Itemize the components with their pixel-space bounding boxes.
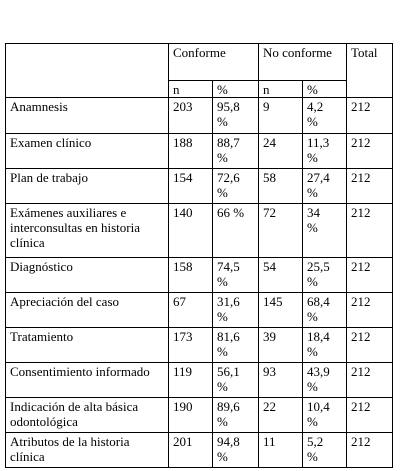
total: 212 bbox=[346, 292, 394, 328]
row-label: Plan de trabajo bbox=[5, 168, 169, 204]
pct-no-conforme: 27,4 % bbox=[301, 168, 348, 204]
header-cell: n bbox=[168, 80, 213, 98]
header-cell: % bbox=[301, 80, 348, 98]
header-cell: n bbox=[258, 80, 303, 98]
data-row: Apreciación del caso 67 31,6 % 145 68,4 % 212 bbox=[5, 292, 394, 328]
pct-conforme: 95,8 % bbox=[212, 97, 259, 134]
row-label: Examen clínico bbox=[5, 133, 169, 169]
n-no-conforme: 39 bbox=[258, 327, 303, 363]
pct-no-conforme: 5,2 % bbox=[301, 432, 348, 468]
n-no-conforme: 54 bbox=[258, 257, 303, 293]
pct-conforme: 94,8 % bbox=[212, 432, 259, 468]
total: 212 bbox=[346, 257, 394, 293]
header-row: Conforme No conforme Total bbox=[5, 43, 394, 98]
pct-conforme: 89,6 % bbox=[212, 397, 259, 433]
pct-no-conforme: 4,2 % bbox=[301, 97, 348, 134]
n-no-conforme: 9 bbox=[258, 97, 303, 134]
total: 212 bbox=[346, 397, 394, 433]
n-no-conforme: 24 bbox=[258, 133, 303, 169]
subheader-row: n % n % bbox=[6, 80, 393, 98]
results-table: Conforme No conforme Total n % n % Anamn… bbox=[5, 43, 394, 468]
data-row: Examen clínico 188 88,7 % 24 11,3 % 212 bbox=[5, 133, 394, 169]
pct-conforme: 72,6 % bbox=[212, 168, 259, 204]
pct-no-conforme: 43,9 % bbox=[301, 362, 348, 398]
pct-no-conforme: 18,4 % bbox=[301, 327, 348, 363]
data-row: Atributos de la historia clínica 201 94,8 … bbox=[5, 432, 394, 468]
n-no-conforme: 145 bbox=[258, 292, 303, 328]
table-body: Conforme No conforme Total n % n % Anamn… bbox=[5, 43, 394, 468]
total: 212 bbox=[346, 327, 394, 363]
total: 212 bbox=[346, 168, 394, 204]
total: 212 bbox=[346, 97, 394, 134]
pct-no-conforme: 68,4 % bbox=[301, 292, 348, 328]
header-cell: No conforme bbox=[257, 43, 348, 81]
n-no-conforme: 93 bbox=[258, 362, 303, 398]
n-conforme: 67 bbox=[168, 292, 213, 328]
row-label: Anamnesis bbox=[5, 97, 169, 134]
pct-conforme: 88,7 % bbox=[212, 133, 259, 169]
n-no-conforme: 72 bbox=[258, 203, 303, 258]
pct-conforme: 56,1 % bbox=[212, 362, 259, 398]
data-row: Plan de trabajo 154 72,6 % 58 27,4 % 212 bbox=[5, 168, 394, 204]
n-conforme: 140 bbox=[168, 203, 213, 258]
row-label: Tratamiento bbox=[5, 327, 169, 363]
header-cell: Conforme bbox=[168, 43, 259, 81]
n-conforme: 158 bbox=[168, 257, 213, 293]
pct-conforme: 74,5 % bbox=[212, 257, 259, 293]
n-conforme: 203 bbox=[168, 97, 213, 134]
header-cell: Total bbox=[346, 43, 394, 98]
n-conforme: 188 bbox=[168, 133, 213, 169]
n-no-conforme: 58 bbox=[258, 168, 303, 204]
pct-conforme: 31,6 % bbox=[212, 292, 259, 328]
row-label: Consentimiento informado bbox=[5, 362, 169, 398]
n-conforme: 119 bbox=[168, 362, 213, 398]
data-row: Indicación de alta básica odontológica 19… bbox=[5, 397, 394, 433]
total: 212 bbox=[346, 362, 394, 398]
pct-conforme: 81,6 % bbox=[212, 327, 259, 363]
total: 212 bbox=[346, 133, 394, 169]
total: 212 bbox=[346, 203, 394, 258]
data-row: Exámenes auxiliares e interconsultas en … bbox=[5, 203, 394, 258]
row-label: Exámenes auxiliares e interconsultas en … bbox=[5, 203, 169, 258]
pct-no-conforme: 25,5 % bbox=[301, 257, 348, 293]
header-cell: % bbox=[212, 80, 259, 98]
n-conforme: 154 bbox=[168, 168, 213, 204]
pct-no-conforme: 10,4 % bbox=[301, 397, 348, 433]
data-row: Consentimiento informado 119 56,1 % 93 43,9 … bbox=[5, 362, 394, 398]
data-row: Anamnesis 203 95,8 % 9 4,2 % 212 bbox=[5, 97, 394, 134]
pct-conforme: 66 % bbox=[212, 203, 259, 258]
n-no-conforme: 22 bbox=[258, 397, 303, 433]
corner-cell bbox=[5, 43, 169, 98]
n-conforme: 190 bbox=[168, 397, 213, 433]
row-label: Atributos de la historia clínica bbox=[5, 432, 169, 468]
data-row: Diagnóstico 158 74,5 % 54 25,5 % 212 bbox=[5, 257, 394, 293]
row-label: Indicación de alta básica odontológica bbox=[5, 397, 169, 433]
pct-no-conforme: 34 % bbox=[301, 203, 348, 258]
row-label: Apreciación del caso bbox=[5, 292, 169, 328]
n-conforme: 201 bbox=[168, 432, 213, 468]
pct-no-conforme: 11,3 % bbox=[301, 133, 348, 169]
n-no-conforme: 11 bbox=[258, 432, 303, 468]
total: 212 bbox=[346, 432, 394, 468]
data-row: Tratamiento 173 81,6 % 39 18,4 % 212 bbox=[5, 327, 394, 363]
n-conforme: 173 bbox=[168, 327, 213, 363]
row-label: Diagnóstico bbox=[5, 257, 169, 293]
